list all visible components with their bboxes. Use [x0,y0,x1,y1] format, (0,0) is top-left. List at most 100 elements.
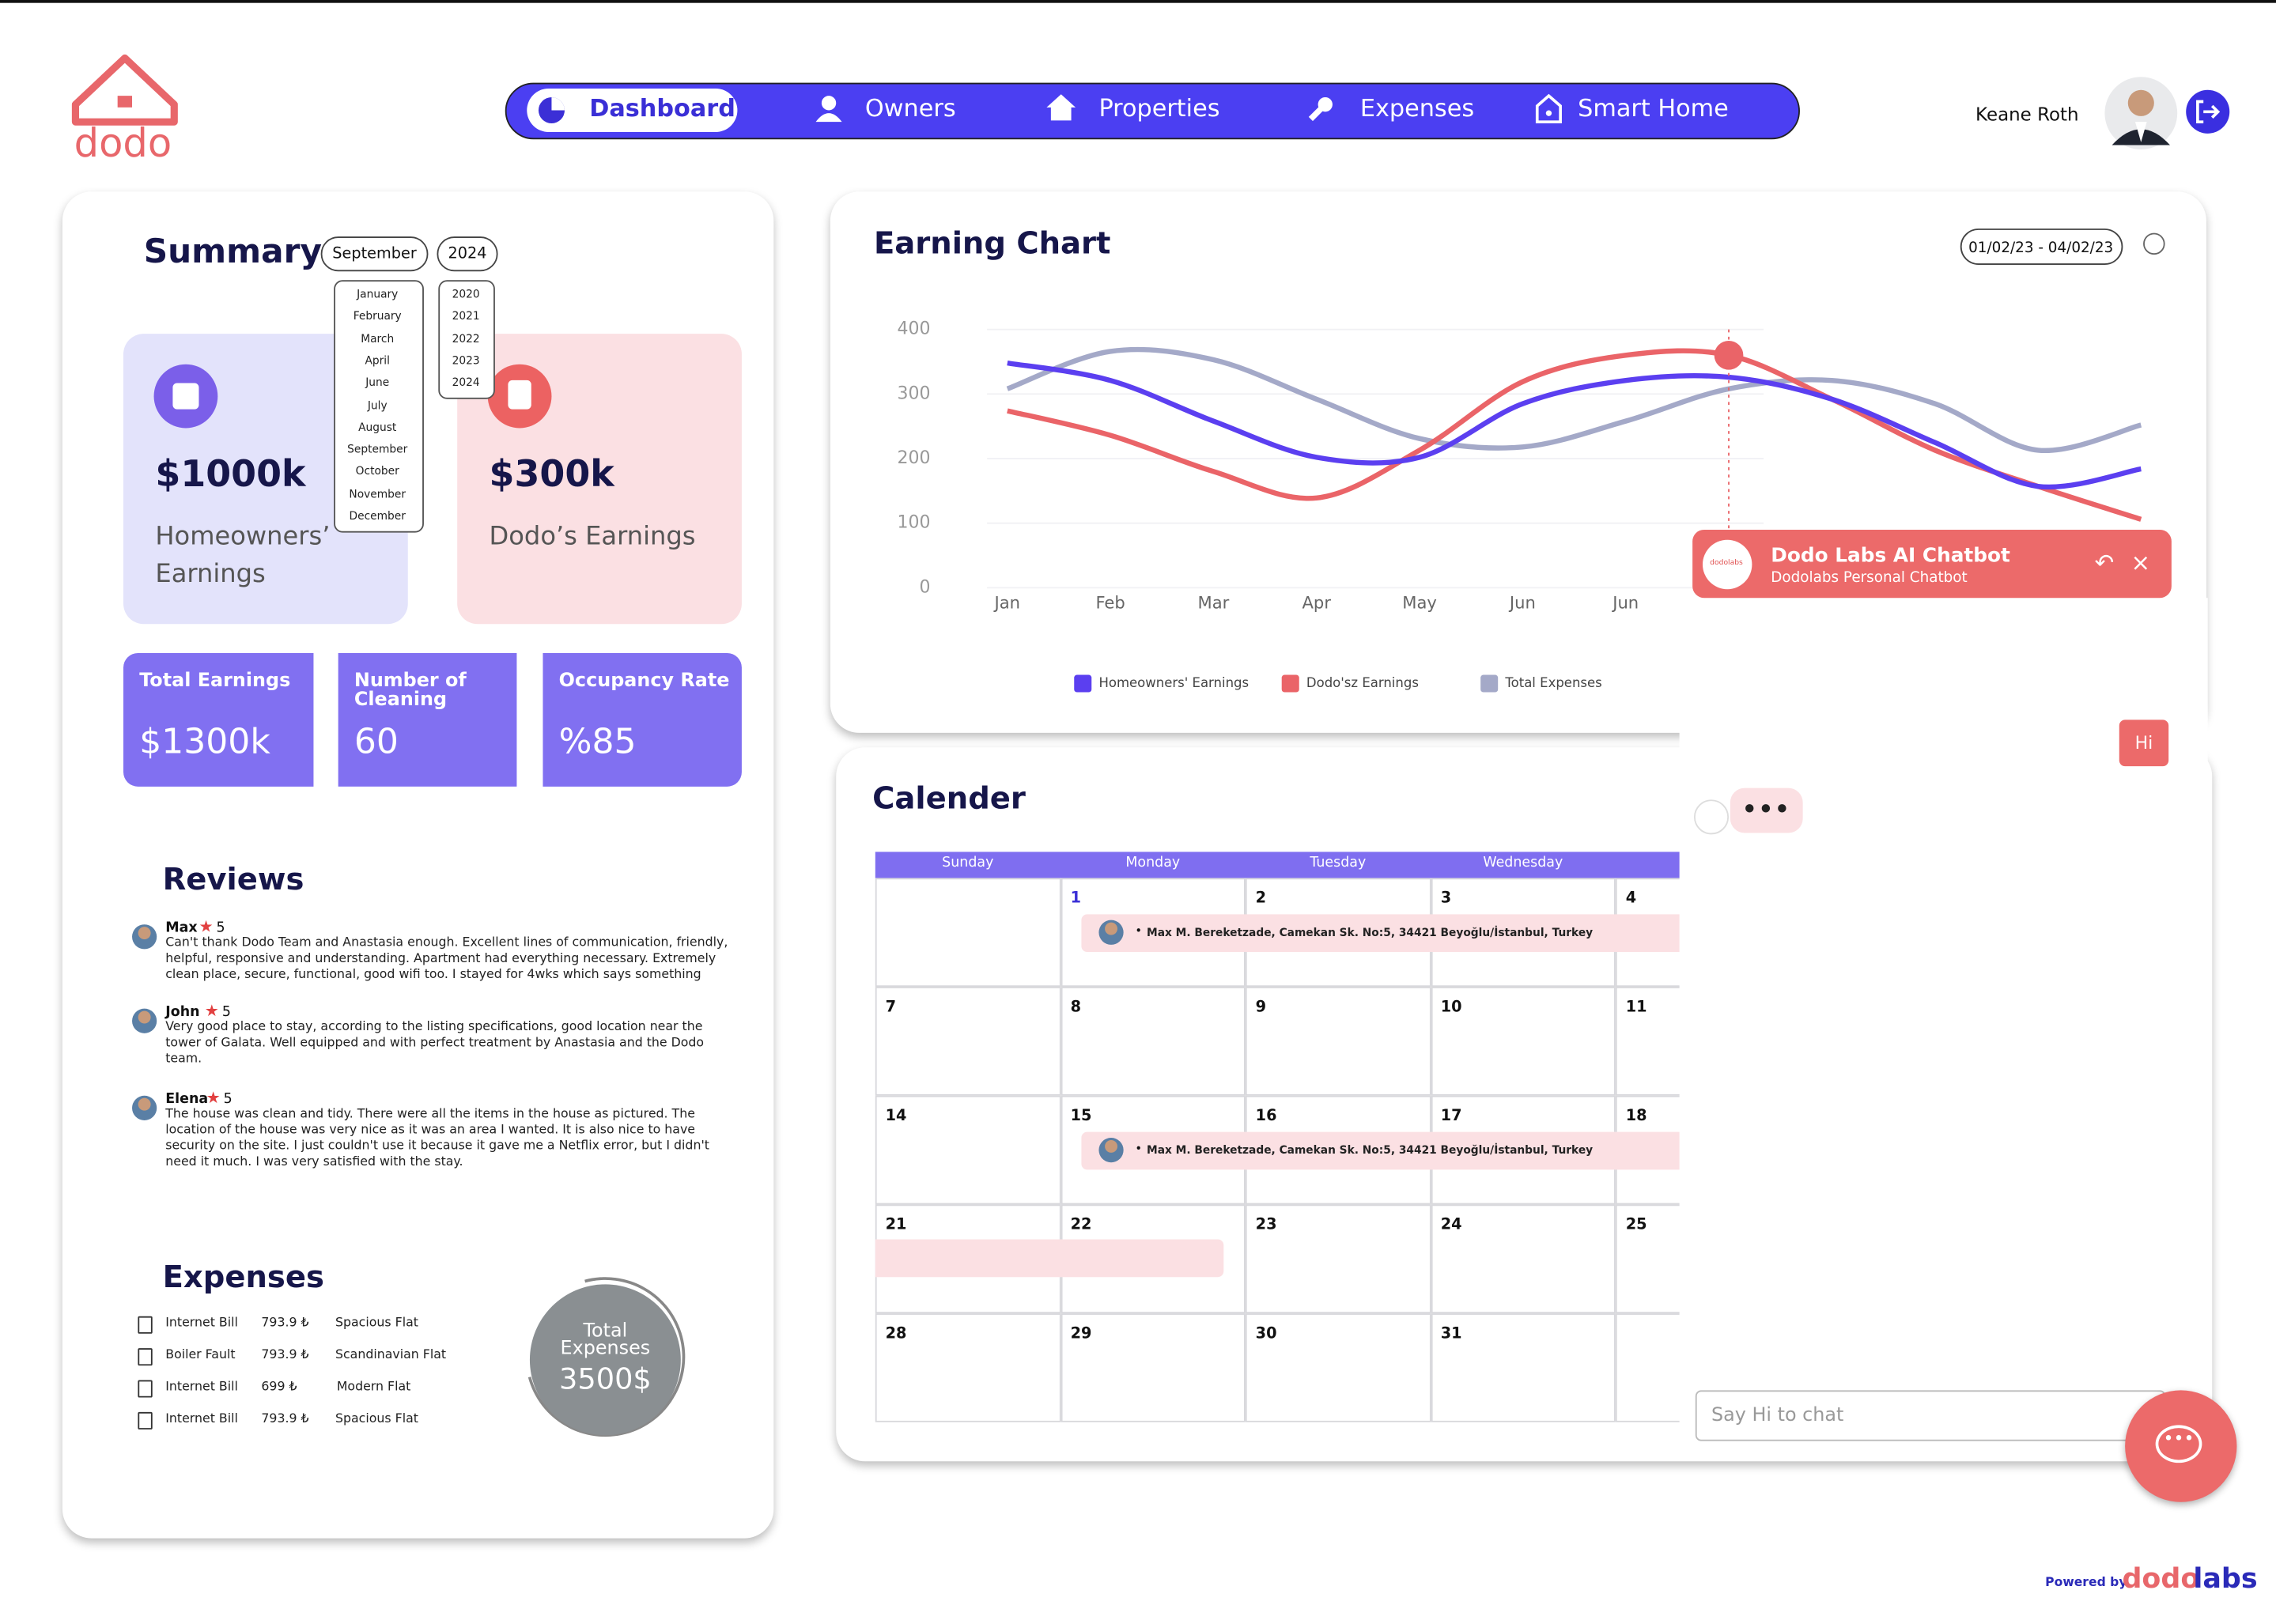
reviewer-avatar [132,1008,157,1033]
month-option[interactable]: September [347,442,408,456]
month-option[interactable]: June [365,376,390,390]
rating: 5 [216,920,225,936]
month-option[interactable]: December [349,509,406,523]
calendar-cell[interactable] [875,1095,1060,1205]
bullet: • [1135,924,1142,938]
year-option[interactable]: 2022 [452,331,480,346]
month-option[interactable]: February [353,309,402,323]
nav-item[interactable]: Dashboard [589,94,735,123]
month-option[interactable]: November [349,487,406,500]
y-tick-label: 200 [897,448,930,468]
nav-item[interactable]: Owners [864,94,956,123]
card-label: Dodo’s Earnings [489,522,696,552]
calendar-cell[interactable] [1060,987,1246,1096]
stat-value: 60 [353,721,399,762]
chat-undo[interactable]: ↶ [2094,548,2115,576]
reviewer-name: John [165,1004,200,1021]
year-option[interactable]: 2021 [452,309,480,323]
legend-label: Homeowners' Earnings [1098,675,1249,690]
bill-icon [138,1348,153,1366]
bill-icon [138,1380,153,1398]
review-text: The house was clean and tidy. There were… [165,1107,709,1170]
nav-icon [1046,94,1076,121]
reviewer-name: Max [165,920,198,936]
month-option[interactable]: July [367,398,388,412]
month-option[interactable]: January [357,287,399,300]
event-avatar [1098,920,1124,945]
logout-button[interactable] [2184,89,2231,135]
section-title: Expenses [162,1260,324,1295]
calendar-cell[interactable] [1245,1204,1431,1314]
nav-item[interactable]: Smart Home [1578,94,1729,123]
day-header: Sunday [942,855,994,871]
expense-cell: 793.9 ₺ [261,1348,309,1363]
user-message: Hi [2119,719,2169,767]
nav-icon [538,96,565,124]
month-option[interactable]: March [361,331,395,346]
calendar-cell[interactable] [875,987,1060,1096]
year-option[interactable]: 2020 [452,287,480,300]
expense-cell: Scandinavian Flat [335,1348,447,1363]
day-number: 14 [885,1107,907,1125]
expense-cell: Modern Flat [336,1380,411,1395]
logo-text: dodo [74,122,172,168]
year-option[interactable]: 2024 [452,376,480,390]
hover-point [1714,340,1744,370]
chart-title: Earning Chart [874,226,1111,262]
month-option[interactable]: April [365,353,390,368]
calendar-cell[interactable] [1430,1313,1616,1422]
y-tick-label: 100 [897,513,930,533]
card-icon-glyph [172,383,199,410]
section-title: Reviews [162,862,304,897]
event-bar[interactable] [1081,914,1706,953]
card-icon-glyph [508,380,531,410]
nav-item[interactable]: Properties [1098,94,1220,123]
year-option[interactable]: 2023 [452,353,480,368]
nav-item[interactable]: Expenses [1359,94,1475,123]
calendar-cell[interactable] [1430,1204,1616,1314]
stat-label: Total Earnings [139,670,291,693]
stat-card [543,652,742,787]
brand: dodo [2122,1562,2200,1596]
day-number: 31 [1440,1324,1462,1343]
calendar-cell[interactable] [1245,987,1431,1096]
day-number: 18 [1625,1107,1647,1125]
month-option[interactable]: August [358,420,397,434]
calendar-cell[interactable] [875,878,1060,988]
year-select[interactable]: 2024 [437,236,498,272]
line-series [1007,360,2142,490]
legend-swatch [1074,674,1092,693]
calendar-cell[interactable] [1430,987,1616,1096]
stat-value: %85 [558,721,637,762]
reviewer-avatar [132,924,157,950]
calendar-cell[interactable] [875,1313,1060,1422]
year-dropdown [438,280,495,399]
day-number: 23 [1255,1216,1277,1234]
bill-icon [138,1316,153,1334]
month-option[interactable]: October [355,465,399,478]
expense-cell: Internet Bill [165,1380,238,1395]
calendar-cell[interactable] [1245,1313,1431,1422]
star: ★ [198,917,214,936]
day-header: Monday [1125,855,1181,871]
x-tick-label: May [1402,593,1437,613]
day-number: 21 [885,1216,907,1234]
x-tick-label: Feb [1095,593,1125,613]
expense-cell: Spacious Flat [335,1316,418,1331]
event-bar[interactable] [1081,1131,1706,1170]
stat-label: Occupancy Rate [558,670,730,693]
line-series [1007,348,2142,522]
y-tick-label: 0 [920,577,931,597]
total-value: 3500$ [558,1361,652,1396]
chat-close[interactable]: × [2130,548,2151,576]
event-bar[interactable] [875,1239,1224,1278]
calendar-cell[interactable] [1060,1313,1246,1422]
user-avatar[interactable] [2104,75,2179,150]
day-number: 29 [1070,1324,1092,1343]
card-label: Homeowners’ Earnings [155,522,331,590]
chat-input[interactable]: Say Hi to chat [1695,1390,2166,1441]
day-number: 4 [1625,889,1637,908]
month-select[interactable]: September [320,236,429,272]
logo-icon [71,54,178,126]
